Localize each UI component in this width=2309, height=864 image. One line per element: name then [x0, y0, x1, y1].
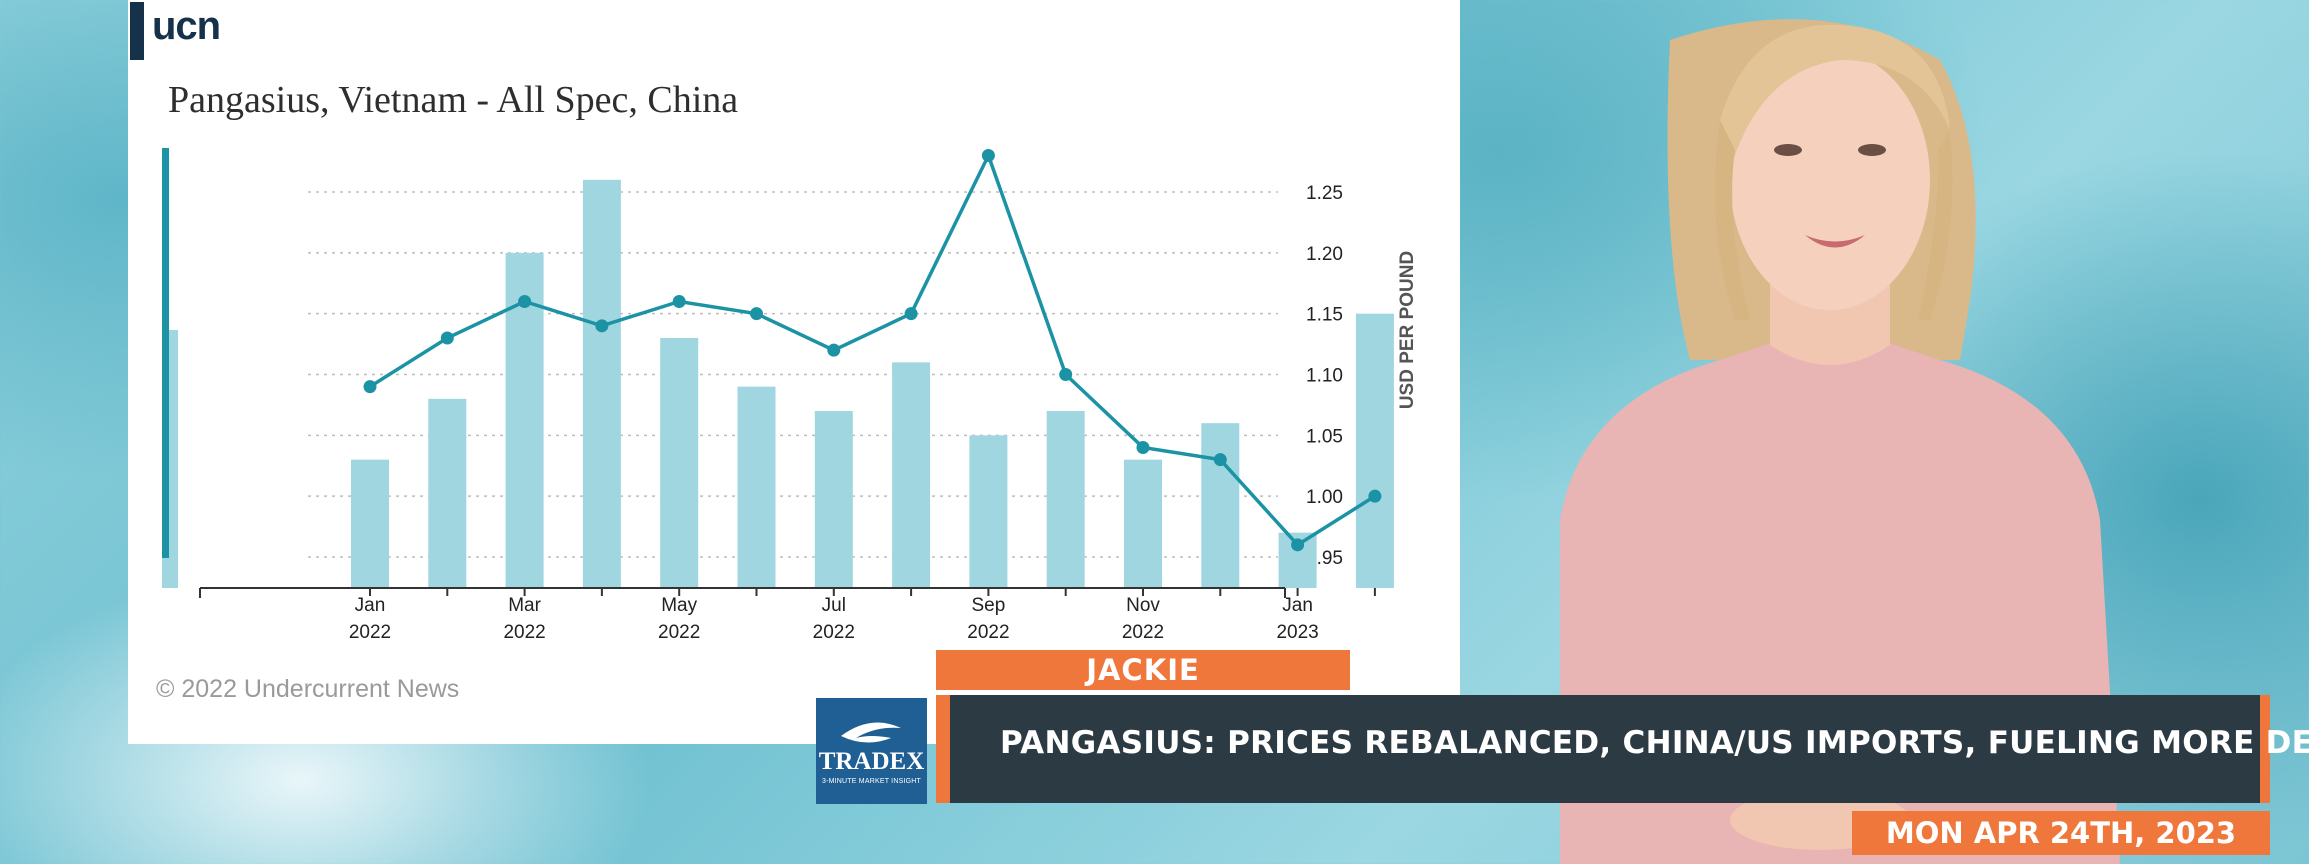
x-tick-label: 2023: [1276, 622, 1318, 643]
y-tick-label: 1.00: [1306, 487, 1343, 508]
y-axis-label: USD PER POUND: [1397, 251, 1418, 409]
y-tick-label: 1.10: [1306, 366, 1343, 387]
line-point: [981, 149, 995, 162]
x-tick-label: 2022: [813, 622, 855, 643]
chart-card: ucn Pangasius, Vietnam - All Spec, China…: [128, 0, 1460, 744]
bar: [892, 362, 931, 588]
presenter-name-tag: JACKIE: [936, 650, 1350, 690]
line-point: [1213, 453, 1227, 467]
copyright-text: © 2022 Undercurrent News: [156, 675, 460, 703]
line-point: [672, 295, 686, 308]
line-point: [440, 331, 454, 345]
x-tick-label: May: [661, 595, 697, 616]
x-tick-label: Jan: [1282, 595, 1313, 616]
series-line: [369, 150, 1376, 548]
bar: [969, 435, 1008, 588]
fish-icon: [841, 722, 901, 743]
y-tick-label: 1.15: [1306, 305, 1343, 326]
x-tick-label: 2022: [503, 622, 545, 643]
headline-text: PANGASIUS: PRICES REBALANCED, CHINA/US I…: [1000, 725, 2309, 761]
bar: [351, 459, 389, 588]
tradex-brand: TRADEX: [818, 748, 925, 775]
bar: [582, 179, 621, 589]
x-tick-label: 2022: [658, 622, 700, 643]
line-point: [518, 295, 532, 308]
x-tick-label: Jul: [822, 595, 846, 616]
bar: [1124, 459, 1162, 588]
line-point: [1368, 489, 1382, 503]
line-point: [827, 343, 841, 357]
bar: [428, 398, 467, 588]
bar: [814, 411, 853, 588]
line-point: [1136, 441, 1150, 454]
bar: [660, 338, 699, 588]
chart-title: Pangasius, Vietnam - All Spec, China: [168, 79, 739, 121]
x-tick-label: Jan: [355, 595, 386, 616]
x-tick-label: 2022: [349, 622, 391, 643]
headline-bar: PANGASIUS: PRICES REBALANCED, CHINA/US I…: [936, 695, 2309, 803]
left-accent-bar: [162, 148, 169, 558]
x-tick-label: Mar: [508, 595, 541, 616]
x-tick-label: Nov: [1126, 595, 1160, 616]
bar: [1201, 423, 1240, 588]
line-point: [904, 307, 918, 321]
line-point: [1059, 368, 1073, 381]
x-tick-label: Sep: [971, 595, 1005, 616]
tradex-logo: TRADEX 3-MINUTE MARKET INSIGHT: [816, 698, 927, 804]
bar: [1355, 313, 1394, 588]
x-tick-label: 2022: [1122, 622, 1164, 643]
y-tick-label: 1.20: [1306, 244, 1343, 265]
y-tick-label: 1.25: [1306, 183, 1343, 204]
date-tag: MON APR 24TH, 2023: [1852, 811, 2270, 855]
bar: [1046, 411, 1085, 588]
line-point: [595, 319, 609, 333]
line-point: [1291, 538, 1305, 552]
logo-bar: [130, 2, 144, 60]
line-point: [750, 307, 763, 321]
line-point: [363, 380, 377, 394]
ucn-logo: ucn: [152, 4, 221, 48]
chart-plot: 1.251.201.151.101.051.000.95Jan2022Mar20…: [162, 148, 1418, 643]
tradex-tagline: 3-MINUTE MARKET INSIGHT: [822, 778, 921, 785]
y-tick-label: 1.05: [1306, 426, 1343, 447]
x-tick-label: 2022: [967, 622, 1009, 643]
bar: [737, 386, 776, 588]
